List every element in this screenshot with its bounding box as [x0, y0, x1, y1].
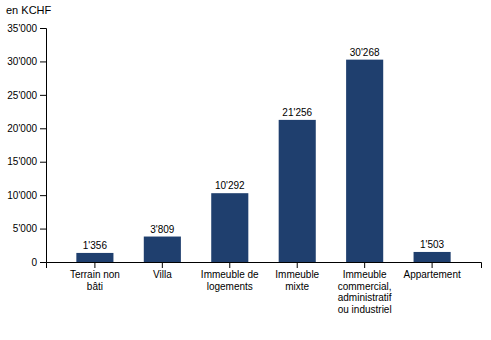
tick-mark — [40, 229, 46, 230]
x-tick-label-line: mixte — [285, 281, 309, 292]
data-label: 21'256 — [282, 107, 312, 118]
x-tick-label-line: Immeuble de — [201, 269, 259, 280]
y-tick: 20'000 — [7, 123, 46, 134]
y-tick-label: 10'000 — [7, 190, 37, 201]
bar — [144, 237, 181, 262]
y-tick-label: 20'000 — [7, 123, 37, 134]
data-label: 30'268 — [350, 47, 380, 58]
tick-mark — [40, 95, 46, 96]
bar — [211, 193, 248, 262]
x-tick-label-line: commercial, — [338, 281, 392, 292]
x-tick-label-line: administratif — [338, 292, 392, 303]
x-tick-label-line: bâti — [87, 281, 103, 292]
y-tick: 15'000 — [7, 156, 46, 167]
y-tick-label: 15'000 — [7, 156, 37, 167]
x-tick-label-line: logements — [207, 281, 253, 292]
y-tick-label: 5'000 — [13, 223, 38, 234]
y-tick: 30'000 — [7, 56, 46, 67]
y-tick: 5'000 — [13, 223, 46, 234]
bar — [76, 253, 113, 262]
x-tick-label: Immeublemixte — [275, 269, 319, 292]
x-tick-label: Immeublecommercial,administratifou indus… — [338, 269, 392, 315]
tick-mark — [297, 262, 298, 268]
x-tick-label: Immeuble delogements — [201, 269, 259, 292]
plot: 0 5'000 10'000 15'000 20'000 25'000 30'000 35'0… — [7, 23, 481, 315]
x-tick-label-line: Terrain non — [70, 269, 120, 280]
chart: 0 5'000 10'000 15'000 20'000 25'000 30'000 35'0… — [0, 0, 491, 340]
x-tick-label-line: Immeuble — [275, 269, 319, 280]
tick-mark — [40, 162, 46, 163]
tick-mark — [40, 262, 46, 263]
x-tick: Terrain nonbâti — [70, 262, 120, 292]
tick-mark — [40, 195, 46, 196]
axis-line — [40, 29, 47, 263]
x-tick-label: Appartement — [403, 269, 460, 280]
tick-mark — [40, 28, 46, 29]
tick-mark — [162, 262, 163, 268]
bar — [414, 252, 451, 262]
y-axis: 0 5'000 10'000 15'000 20'000 25'000 30'000 35'0… — [7, 23, 46, 268]
data-labels: 1'356 3'809 10'292 21'256 30'268 1'503 — [83, 47, 445, 251]
y-tick: 10'000 — [7, 190, 46, 201]
x-tick-label-line: Immeuble — [343, 269, 387, 280]
tick-mark — [229, 262, 230, 268]
data-label: 1'503 — [420, 239, 445, 250]
x-axis: Terrain nonbâti Villa Immeuble delogements… — [47, 262, 482, 315]
x-tick: Immeuble delogements — [201, 262, 259, 292]
axis-line — [47, 263, 482, 269]
y-tick: 35'000 — [7, 23, 46, 34]
x-tick: Villa — [153, 262, 172, 280]
tick-mark — [94, 262, 95, 268]
tick-mark — [364, 262, 365, 268]
y-axis-title: en KCHF — [6, 4, 52, 16]
x-tick-label: Villa — [153, 269, 172, 280]
y-tick-label: 30'000 — [7, 56, 37, 67]
y-tick-label: 25'000 — [7, 90, 37, 101]
y-tick: 0 — [31, 257, 46, 268]
bar — [279, 120, 316, 262]
data-label: 3'809 — [150, 224, 175, 235]
tick-mark — [40, 128, 46, 129]
x-tick-label-line: Appartement — [403, 269, 460, 280]
x-tick-label-line: ou industriel — [338, 304, 392, 315]
x-tick-label: Terrain nonbâti — [70, 269, 120, 292]
data-label: 1'356 — [83, 240, 108, 251]
tick-mark — [432, 262, 433, 268]
y-tick: 25'000 — [7, 90, 46, 101]
x-tick: Immeublecommercial,administratifou indus… — [338, 262, 392, 315]
y-tick-label: 0 — [31, 257, 37, 268]
bars — [76, 60, 450, 262]
y-tick-label: 35'000 — [7, 23, 37, 34]
x-tick: Immeublemixte — [275, 262, 319, 292]
tick-mark — [40, 61, 46, 62]
x-tick-label-line: Villa — [153, 269, 172, 280]
bar — [346, 60, 383, 262]
x-tick: Appartement — [403, 262, 460, 280]
data-label: 10'292 — [215, 180, 245, 191]
